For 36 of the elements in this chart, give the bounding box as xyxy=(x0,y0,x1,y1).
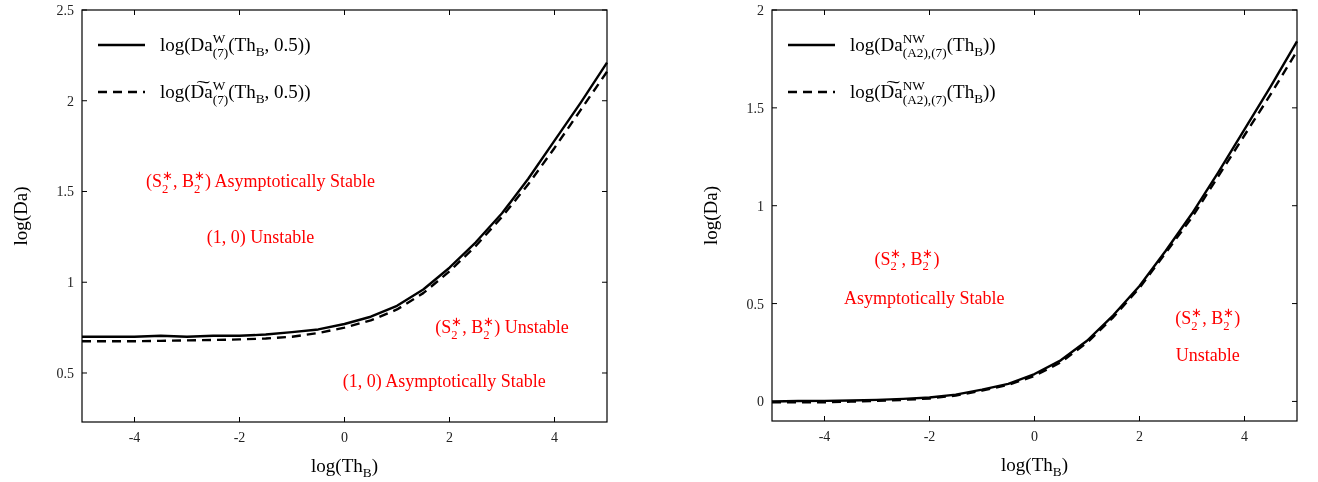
x-tick-label: 0 xyxy=(1031,429,1038,444)
y-tick-label: 1.5 xyxy=(56,184,74,200)
y-axis-title: log(Da) xyxy=(10,186,32,246)
x-tick-label: 4 xyxy=(551,430,558,445)
annotation: (S$^{∗}$$_{2}$, B$^{∗}$$_{2}$) Unstable xyxy=(435,315,569,342)
x-tick-label: 2 xyxy=(1136,429,1143,444)
legend-label: log(D͠a$^{NW}$$_{(A2),(7)}$(Th$_{B}$)) xyxy=(850,78,996,107)
y-tick-label: 0.5 xyxy=(56,366,74,381)
y-tick-label: 1.5 xyxy=(746,100,764,116)
annotation: Unstable xyxy=(1175,345,1240,366)
y-tick-label: 0.5 xyxy=(746,296,764,312)
annotation: (1, 0) Unstable xyxy=(206,226,315,248)
annotation: (S$^{∗}$$_{2}$, B$^{∗}$$_{2}$) Asymptotically Stable xyxy=(145,168,376,196)
y-axis-title: log(Da) xyxy=(700,185,722,246)
annotation: (1, 0) Asymptotically Stable xyxy=(342,370,546,392)
legend-label: log(D͠a$^{W}$$_{(7)}$(Th$_{B}$, 0.5)) xyxy=(160,78,311,107)
x-axis-title: log(Th$_{B}$) xyxy=(311,455,378,480)
y-tick-label: 2 xyxy=(757,3,764,18)
x-tick-label: -4 xyxy=(128,430,141,445)
x-axis-title: log(Th$_{B}$) xyxy=(1001,454,1068,479)
y-tick-label: 1 xyxy=(757,198,764,214)
annotation: (S$^{∗}$$_{2}$, B$^{∗}$$_{2}$) xyxy=(874,246,940,274)
x-tick-label: 4 xyxy=(1241,429,1248,444)
annotation: Asymptotically Stable xyxy=(844,287,1005,308)
x-tick-label: 0 xyxy=(341,430,348,445)
x-tick-label: -2 xyxy=(233,430,246,445)
y-tick-label: 0 xyxy=(757,394,764,410)
legend-label: log(Da$^{NW}$$_{(A2),(7)}$(Th$_{B}$)) xyxy=(850,31,996,60)
x-tick-label: -2 xyxy=(923,429,936,444)
annotation: (S$^{∗}$$_{2}$, B$^{∗}$$_{2}$) xyxy=(1175,306,1241,333)
legend-label: log(Da$^{W}$$_{(7)}$(Th$_{B}$, 0.5)) xyxy=(160,31,311,60)
x-tick-label: -4 xyxy=(818,429,831,444)
x-tick-label: 2 xyxy=(446,430,453,445)
y-tick-label: 1 xyxy=(67,275,74,291)
y-tick-label: 2 xyxy=(67,93,74,109)
y-tick-label: 2.5 xyxy=(56,3,74,18)
